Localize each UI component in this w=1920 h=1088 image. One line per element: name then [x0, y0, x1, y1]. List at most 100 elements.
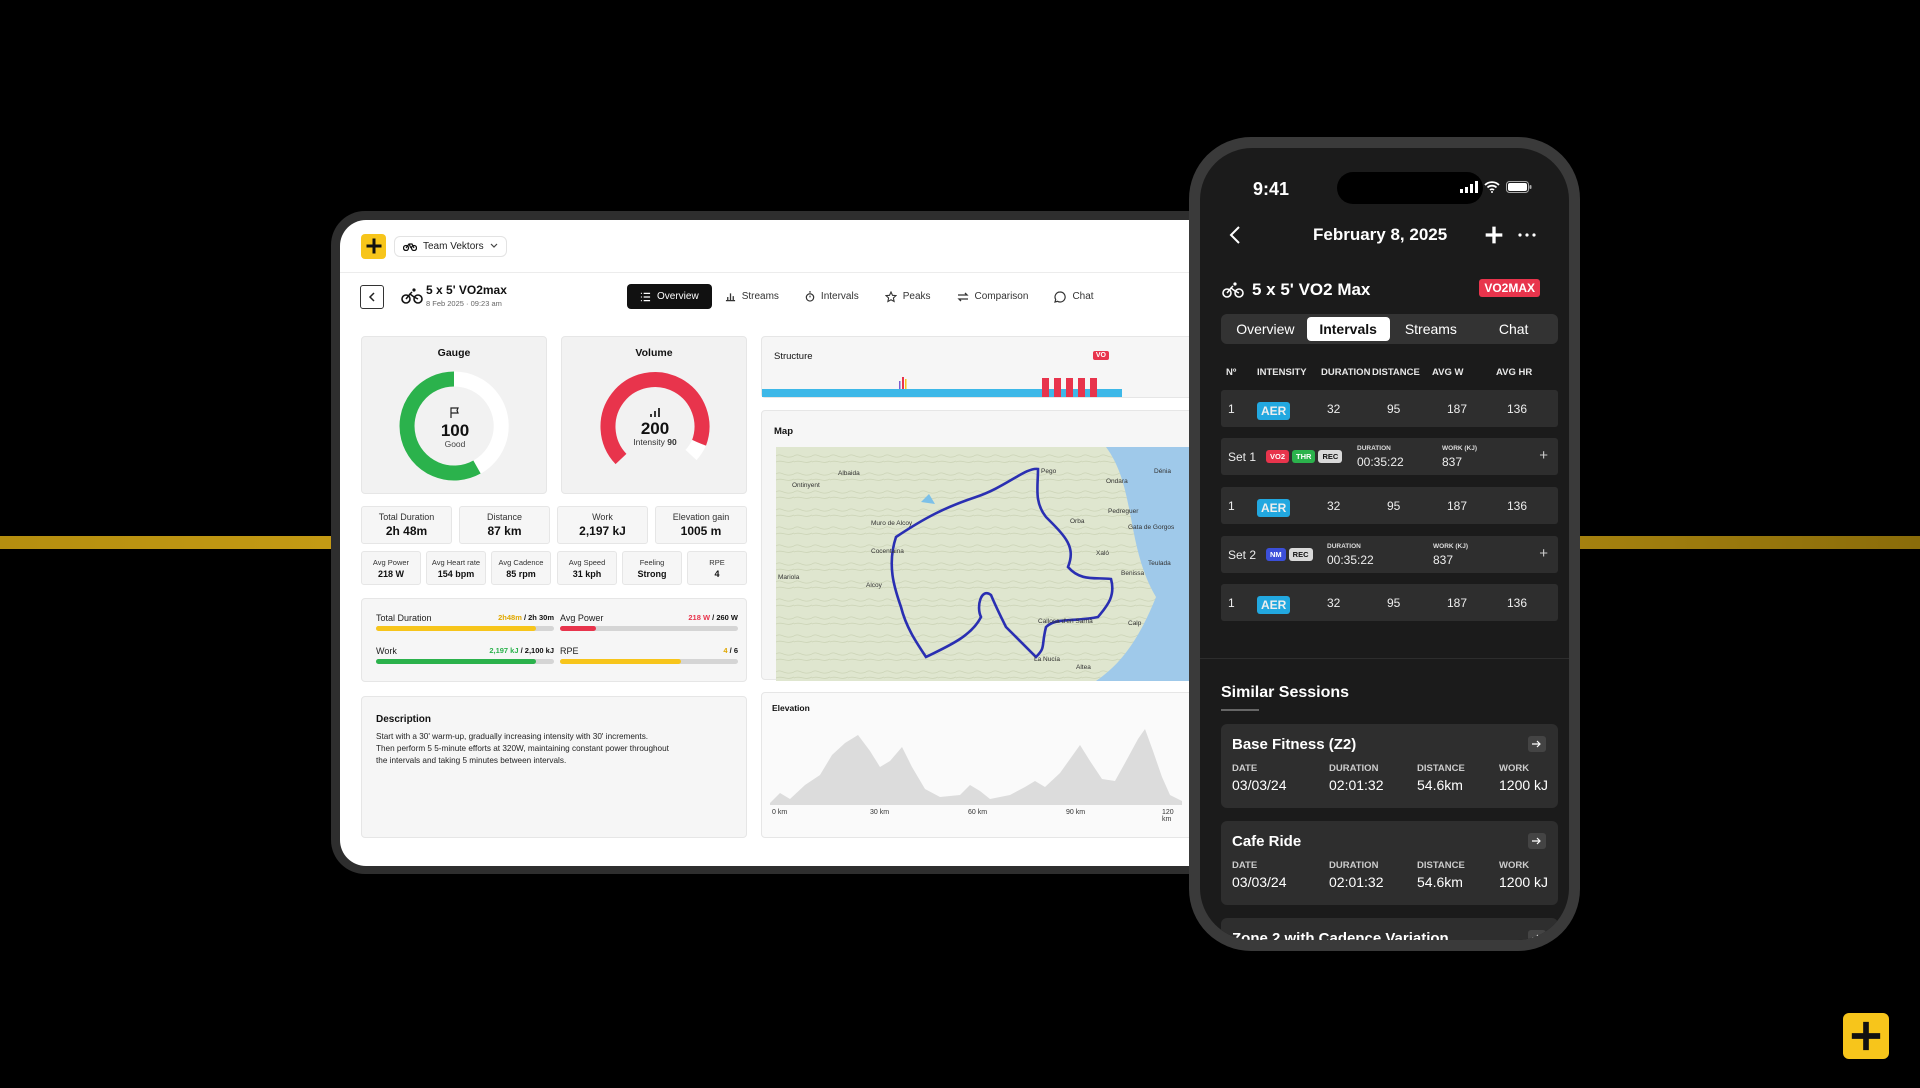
stat-value: 218 W — [377, 569, 404, 579]
expand-plus-icon[interactable]: + — [1539, 447, 1548, 464]
meta-label: DISTANCE — [1417, 860, 1465, 871]
back-chevron-icon[interactable] — [1229, 226, 1241, 244]
map-place: Mariola — [778, 574, 800, 581]
tab-overview-label: Overview — [657, 291, 699, 302]
tab-overview[interactable]: Overview — [627, 284, 712, 309]
chevron-left-icon — [368, 292, 375, 302]
target-work: Work 2,197 kJ / 2,100 kJ — [376, 646, 554, 664]
tab-chat[interactable]: Chat — [1498, 321, 1529, 337]
targets-card: Total Duration 2h48m / 2h 30m Avg Power … — [361, 598, 747, 682]
set-row[interactable]: Set 2 NM REC DURATION 00:35:22 WORK (KJ)… — [1221, 536, 1558, 573]
description-title: Description — [376, 714, 432, 725]
target-label: Work — [376, 646, 397, 656]
intensity-value: 90 — [667, 437, 677, 447]
structure-title: Structure — [774, 351, 813, 362]
target-label: Total Duration — [376, 613, 432, 623]
tab-comparison[interactable]: Comparison — [944, 284, 1042, 309]
tab-intervals[interactable]: Intervals — [792, 284, 872, 309]
map-place: Benissa — [1121, 570, 1145, 577]
set-duration: 00:35:22 — [1327, 553, 1374, 567]
session-card[interactable]: Cafe Ride DATE DURATION DISTANCE WORK 03… — [1221, 821, 1558, 905]
tab-intervals[interactable]: Intervals — [1306, 317, 1390, 341]
zone-badge: NM — [1266, 548, 1286, 561]
header-duration: DURATION — [1321, 367, 1371, 378]
expand-plus-icon[interactable]: + — [1539, 545, 1548, 562]
row-avg-w: 187 — [1447, 596, 1468, 610]
stat-label: RPE — [709, 558, 725, 567]
map-place: La Nucía — [1034, 656, 1060, 663]
more-icon[interactable] — [1518, 233, 1536, 237]
stat-value: 31 kph — [572, 569, 602, 579]
intensity-label: Intensity — [633, 437, 665, 447]
set-duration-label: DURATION — [1327, 543, 1361, 550]
target-goal: 6 — [733, 646, 738, 655]
session-card[interactable]: Zone 2 with Cadence Variation — [1221, 918, 1558, 940]
target-value: 2,197 kJ / 2,100 kJ — [489, 646, 554, 655]
target-fill — [376, 659, 537, 664]
set-work-label: WORK (KJ) — [1442, 445, 1478, 452]
star-icon — [884, 290, 897, 303]
interval-row[interactable]: 1 AER 32 95 187 136 — [1221, 390, 1558, 427]
zone-badges: NM REC — [1266, 548, 1313, 561]
back-button[interactable] — [360, 285, 384, 309]
map-place: Dénia — [1154, 468, 1171, 475]
target-actual: 4 — [723, 646, 728, 655]
arrow-right-icon[interactable] — [1528, 736, 1546, 752]
set-duration-label: DURATION — [1357, 445, 1391, 452]
arrow-right-icon[interactable] — [1528, 930, 1546, 940]
zone-badges: VO2 THR REC — [1266, 450, 1343, 463]
tab-peaks[interactable]: Peaks — [872, 284, 944, 309]
target-label: Avg Power — [560, 613, 604, 623]
app-logo[interactable] — [361, 233, 386, 259]
phone-screen: 9:41 February 8, 2025 5 x 5' VO2 Max VO2… — [1200, 148, 1569, 940]
stat-value: 154 bpm — [437, 569, 475, 579]
interval-row[interactable]: 1 AER 32 95 187 136 — [1221, 487, 1558, 524]
phone-device: 9:41 February 8, 2025 5 x 5' VO2 Max VO2… — [1189, 137, 1580, 951]
interval-row[interactable]: 1 AER 32 95 187 136 — [1221, 584, 1558, 621]
map-title: Map — [774, 426, 793, 437]
row-set: Set 1 — [1228, 450, 1257, 464]
tab-streams[interactable]: Streams — [1404, 321, 1457, 337]
description-line: the intervals and taking 5 minutes betwe… — [376, 756, 567, 765]
target-track — [560, 626, 738, 631]
stat-value: 85 rpm — [506, 569, 536, 579]
target-value: 4 / 6 — [723, 646, 738, 655]
session-title: Base Fitness (Z2) — [1232, 736, 1357, 753]
tab-overview[interactable]: Overview — [1236, 321, 1295, 337]
team-selector[interactable]: Team Vektors — [394, 235, 507, 257]
chat-icon — [1054, 290, 1067, 303]
cellular-signal-icon — [1460, 181, 1478, 193]
target-goal: 260 W — [716, 613, 738, 622]
structure-chart — [762, 377, 1122, 397]
arrow-right-icon[interactable] — [1528, 833, 1546, 849]
stat-label: Avg Cadence — [498, 558, 544, 567]
stat-avg-heart-rate: Avg Heart rate 154 bpm — [426, 551, 486, 585]
volume-card: Volume 200 Intensity 90 — [561, 336, 747, 494]
row-avg-hr: 136 — [1507, 596, 1528, 610]
row-set: Set 2 — [1228, 548, 1257, 562]
map-place: Gata de Gorgos — [1128, 524, 1175, 531]
zone-badge: REC — [1318, 450, 1343, 463]
gauge-title: Gauge — [437, 347, 471, 359]
volume-intensity: Intensity 90 — [562, 437, 748, 447]
session-date: 03/03/24 — [1232, 777, 1287, 793]
row-distance: 95 — [1387, 499, 1401, 513]
target-avg-power: Avg Power 218 W / 260 W — [560, 613, 738, 631]
target-track — [376, 659, 554, 664]
stat-value: Strong — [637, 569, 667, 579]
tab-streams[interactable]: Streams — [712, 284, 792, 309]
description-line: Then perform 5 5-minute efforts at 320W,… — [376, 744, 669, 753]
title-underline — [1221, 709, 1259, 711]
target-goal: 2h 30m — [528, 613, 554, 622]
map-place: Alcoy — [866, 582, 883, 589]
add-plus-icon[interactable] — [1484, 225, 1504, 245]
session-card[interactable]: Base Fitness (Z2) DATE DURATION DISTANCE… — [1221, 724, 1558, 808]
tab-chat[interactable]: Chat — [1041, 284, 1106, 309]
elevation-tick: 60 km — [968, 809, 988, 816]
map-place: Teulada — [1148, 560, 1171, 567]
activity-title-block: 5 x 5' VO2max 8 Feb 2025 · 09:23 am — [426, 284, 507, 310]
header-distance: DISTANCE — [1372, 367, 1420, 378]
row-duration: 32 — [1327, 596, 1341, 610]
activity-date: 8 Feb 2025 · 09:23 am — [426, 299, 502, 308]
set-row[interactable]: Set 1 VO2 THR REC DURATION 00:35:22 WORK… — [1221, 438, 1558, 475]
